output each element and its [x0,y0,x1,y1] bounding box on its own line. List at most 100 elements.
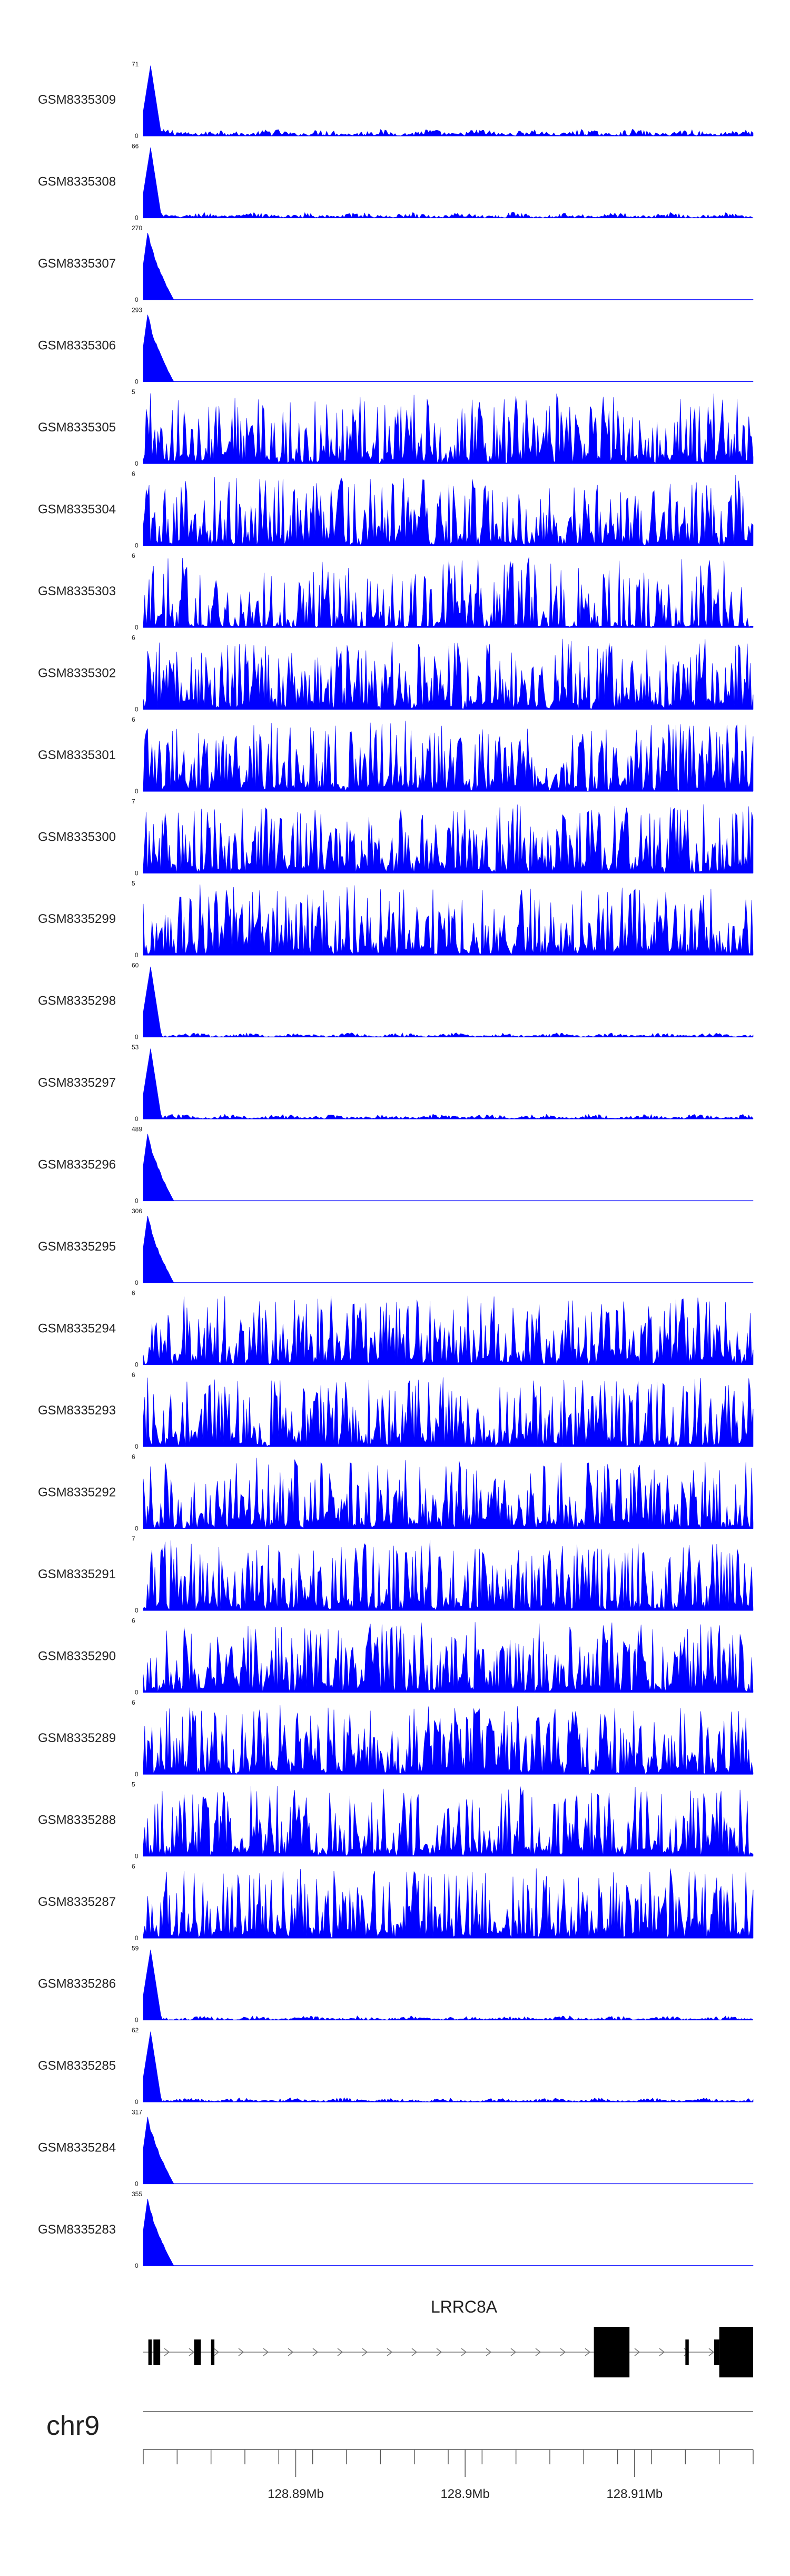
track-GSM8335302: GSM8335302 6 0 [38,634,754,713]
track-GSM8335299: GSM8335299 5 0 [38,880,754,959]
strand-chevron [213,2348,220,2356]
strand-chevron [634,2348,640,2356]
track-ymin-label: 0 [135,1115,139,1123]
strand-chevron [337,2348,343,2356]
track-GSM8335285: GSM8335285 62 0 [38,2027,754,2106]
track-label: GSM8335283 [38,2223,116,2237]
coverage-area [143,1377,754,1447]
track-ymax-label: 317 [132,2109,142,2116]
track-label: GSM8335305 [38,420,116,435]
track-GSM8335306: GSM8335306 293 0 [38,307,754,386]
track-ymin-label: 0 [135,1279,139,1286]
track-GSM8335308: GSM8335308 66 0 [38,143,754,222]
coverage-area [143,393,754,464]
coverage-area [143,1622,754,1693]
track-ymax-label: 5 [132,1781,135,1788]
coverage-area [143,232,754,300]
coverage-area [143,1705,754,1775]
track-label: GSM8335299 [38,912,116,926]
track-label: GSM8335289 [38,1731,116,1745]
track-GSM8335295: GSM8335295 306 0 [38,1207,754,1286]
track-GSM8335300: GSM8335300 7 0 [38,798,754,877]
track-ymax-label: 60 [132,962,139,969]
track-label: GSM8335302 [38,666,116,681]
track-ymin-label: 0 [135,1197,139,1205]
track-label: GSM8335288 [38,1813,116,1827]
track-ymax-label: 6 [132,1699,135,1706]
track-ymax-label: 293 [132,307,142,314]
track-GSM8335288: GSM8335288 5 0 [38,1781,754,1860]
track-ymax-label: 7 [132,1535,135,1542]
track-ymax-label: 355 [132,2190,142,2198]
track-ymin-label: 0 [135,2098,139,2106]
track-label: GSM8335292 [38,1486,116,1500]
coverage-area [143,65,754,136]
track-ymin-label: 0 [135,788,139,795]
track-ymax-label: 6 [132,1290,135,1297]
track-ymin-label: 0 [135,2262,139,2269]
track-label: GSM8335287 [38,1895,116,1909]
track-ymin-label: 0 [135,1443,139,1450]
track-label: GSM8335303 [38,584,116,598]
track-ymin-label: 0 [135,1034,139,1041]
track-label: GSM8335294 [38,1322,116,1336]
coverage-area [143,2031,754,2102]
axis-tick-label: 128.91Mb [606,2487,663,2501]
track-label: GSM8335301 [38,748,116,762]
track-ymin-label: 0 [135,2180,139,2188]
track-ymax-label: 71 [132,61,139,68]
track-GSM8335289: GSM8335289 6 0 [38,1699,754,1778]
coverage-area [143,804,754,874]
coverage-area [143,1215,754,1283]
track-GSM8335283: GSM8335283 355 0 [38,2190,754,2269]
coverage-area [143,2198,754,2266]
coverage-area [143,1048,754,1119]
strand-chevron [387,2348,393,2356]
track-ymin-label: 0 [135,542,139,549]
track-label: GSM8335285 [38,2059,116,2073]
track-GSM8335293: GSM8335293 6 0 [38,1371,754,1450]
track-GSM8335303: GSM8335303 6 0 [38,552,754,631]
track-ymax-label: 6 [132,716,135,723]
gene-exon [685,2339,689,2365]
gene-exon [148,2339,152,2365]
gene-exon [153,2339,161,2365]
track-ymax-label: 489 [132,1126,142,1133]
track-ymax-label: 6 [132,470,135,478]
coverage-area [143,2117,754,2184]
track-ymax-label: 6 [132,552,135,559]
coverage-tracks: GSM8335309710GSM8335308660GSM83353072700… [38,61,754,2269]
track-GSM8335304: GSM8335304 6 0 [38,470,754,549]
coverage-area [143,1134,754,1201]
coverage-area [143,314,754,382]
track-ymin-label: 0 [135,1361,139,1369]
track-ymin-label: 0 [135,706,139,713]
track-ymax-label: 6 [132,1617,135,1625]
track-ymin-label: 0 [135,214,139,222]
track-ymin-label: 0 [135,870,139,877]
chromosome-label: chr9 [46,2411,100,2441]
gene-exon [714,2339,719,2365]
strand-chevron [288,2348,294,2356]
strand-chevron [436,2348,442,2356]
coverage-area [143,1295,754,1365]
track-ymax-label: 6 [132,1453,135,1461]
track-label: GSM8335295 [38,1240,116,1254]
track-ymin-label: 0 [135,951,139,959]
strand-chevron [560,2348,566,2356]
track-label: GSM8335291 [38,1567,116,1581]
track-GSM8335301: GSM8335301 6 0 [38,716,754,795]
strand-chevron [164,2348,170,2356]
track-ymin-label: 0 [135,1934,139,1942]
coverage-area [143,1949,754,2021]
coverage-area [143,638,754,710]
track-GSM8335292: GSM8335292 6 0 [38,1453,754,1532]
track-ymin-label: 0 [135,1853,139,1860]
track-ymax-label: 6 [132,1863,135,1870]
track-label: GSM8335293 [38,1403,116,1418]
track-GSM8335287: GSM8335287 6 0 [38,1863,754,1942]
strand-chevron [486,2348,492,2356]
track-ymax-label: 62 [132,2027,139,2034]
gene-name-label: LRRC8A [431,2297,498,2316]
track-ymin-label: 0 [135,1689,139,1696]
